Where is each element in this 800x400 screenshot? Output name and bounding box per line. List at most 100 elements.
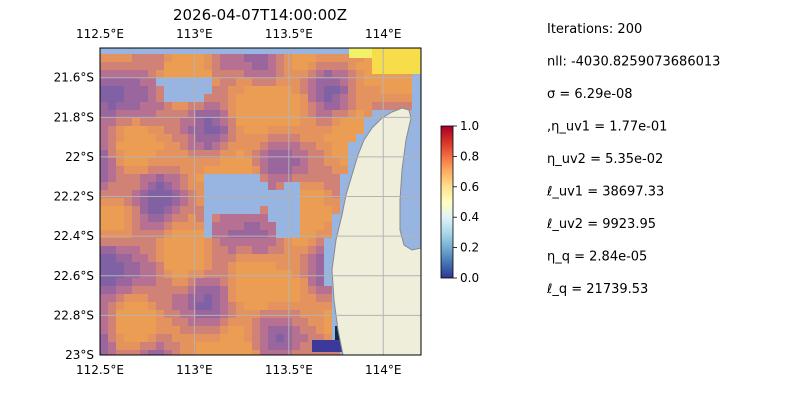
heatmap-cell <box>204 158 212 166</box>
heatmap-cell <box>188 166 196 174</box>
heatmap-cell <box>172 230 180 238</box>
heatmap-cell <box>316 78 324 86</box>
heatmap-cell <box>188 182 196 190</box>
heatmap-cell <box>156 342 164 350</box>
heatmap-cell <box>212 326 220 334</box>
heatmap-cell <box>100 174 108 182</box>
heatmap-cell <box>132 150 140 158</box>
heatmap-cell <box>140 126 148 134</box>
heatmap-cell <box>308 86 316 94</box>
heatmap-cell <box>244 350 252 355</box>
heatmap-cell <box>268 222 276 230</box>
heatmap-cell <box>260 110 268 118</box>
heatmap-cell <box>228 334 236 342</box>
heatmap-cell <box>180 62 188 70</box>
heatmap-cell <box>100 270 108 278</box>
heatmap-cell <box>268 86 276 94</box>
heatmap-cell <box>332 350 340 355</box>
heatmap-cell <box>132 174 140 182</box>
heatmap-cell <box>364 94 372 102</box>
heatmap-cell <box>116 318 124 326</box>
heatmap-cell <box>236 70 244 78</box>
heatmap-cell <box>364 86 372 94</box>
heatmap-cell <box>316 150 324 158</box>
heatmap-cell <box>196 342 204 350</box>
heatmap-cell <box>236 342 244 350</box>
heatmap-cell <box>212 126 220 134</box>
heatmap-cell <box>220 254 228 262</box>
heatmap-cell <box>220 246 228 254</box>
heatmap-cell <box>252 158 260 166</box>
heatmap-cell <box>268 302 276 310</box>
heatmap-cell <box>180 310 188 318</box>
heatmap-cell <box>204 110 212 118</box>
heatmap-cell <box>252 318 260 326</box>
heatmap-cell <box>316 206 324 214</box>
parameter-line: nll: -4030.8259073686013 <box>547 55 720 70</box>
heatmap-cell <box>132 294 140 302</box>
heatmap-cell <box>260 94 268 102</box>
heatmap-cell <box>180 190 188 198</box>
heatmap-cell <box>164 302 172 310</box>
heatmap-cell <box>108 86 116 94</box>
heatmap-cell <box>332 126 340 134</box>
heatmap-cell <box>244 102 252 110</box>
heatmap-cell <box>124 302 132 310</box>
heatmap-cell <box>220 62 228 70</box>
heatmap-cell <box>236 142 244 150</box>
heatmap-cell <box>140 86 148 94</box>
heatmap-cell <box>300 102 308 110</box>
heatmap-cell <box>164 110 172 118</box>
heatmap-cell <box>100 254 108 262</box>
heatmap-cell <box>268 134 276 142</box>
heatmap-cell <box>132 190 140 198</box>
heatmap-cell <box>268 262 276 270</box>
heatmap-cell <box>308 206 316 214</box>
heatmap-cell <box>204 286 212 294</box>
heatmap-cell <box>156 278 164 286</box>
heatmap-cell <box>180 270 188 278</box>
heatmap-cell <box>260 342 268 350</box>
heatmap-cell <box>108 126 116 134</box>
bottom-lon-tick-labels: 112.5°E 113°E 113.5°E 114°E <box>76 363 401 377</box>
heatmap-cell <box>156 310 164 318</box>
heatmap-cell <box>132 270 140 278</box>
heatmap-cell <box>180 230 188 238</box>
heatmap-cell <box>116 142 124 150</box>
heatmap-cell <box>148 310 156 318</box>
heatmap-cell <box>212 310 220 318</box>
heatmap-cell <box>260 350 268 355</box>
heatmap-cell <box>196 134 204 142</box>
heatmap-cell <box>212 238 220 246</box>
heatmap-cell <box>204 62 212 70</box>
heatmap-cell <box>124 174 132 182</box>
heatmap-cell <box>300 158 308 166</box>
heatmap-cell <box>300 126 308 134</box>
heatmap-cell <box>140 78 148 86</box>
heatmap-cell <box>284 70 292 78</box>
heatmap-cell <box>164 230 172 238</box>
heatmap-cell <box>316 350 324 355</box>
heatmap-cell <box>156 94 164 102</box>
heatmap-cell <box>196 142 204 150</box>
heatmap-cell <box>196 302 204 310</box>
heatmap-cell <box>316 190 324 198</box>
heatmap-cell <box>300 326 308 334</box>
heatmap-cell <box>212 294 220 302</box>
heatmap-cell <box>228 70 236 78</box>
heatmap-cell <box>100 126 108 134</box>
heatmap-cell <box>180 238 188 246</box>
heatmap-cell <box>252 126 260 134</box>
heatmap-cell <box>268 270 276 278</box>
heatmap-cell <box>260 334 268 342</box>
heatmap-cell <box>316 278 324 286</box>
heatmap-cell <box>172 326 180 334</box>
heatmap-cell <box>132 278 140 286</box>
heatmap-cell <box>220 158 228 166</box>
heatmap-cell <box>268 326 276 334</box>
heatmap-cell <box>188 262 196 270</box>
heatmap-cell <box>148 62 156 70</box>
heatmap-cell <box>100 110 108 118</box>
heatmap-cell <box>188 350 196 355</box>
heatmap-cell <box>228 118 236 126</box>
